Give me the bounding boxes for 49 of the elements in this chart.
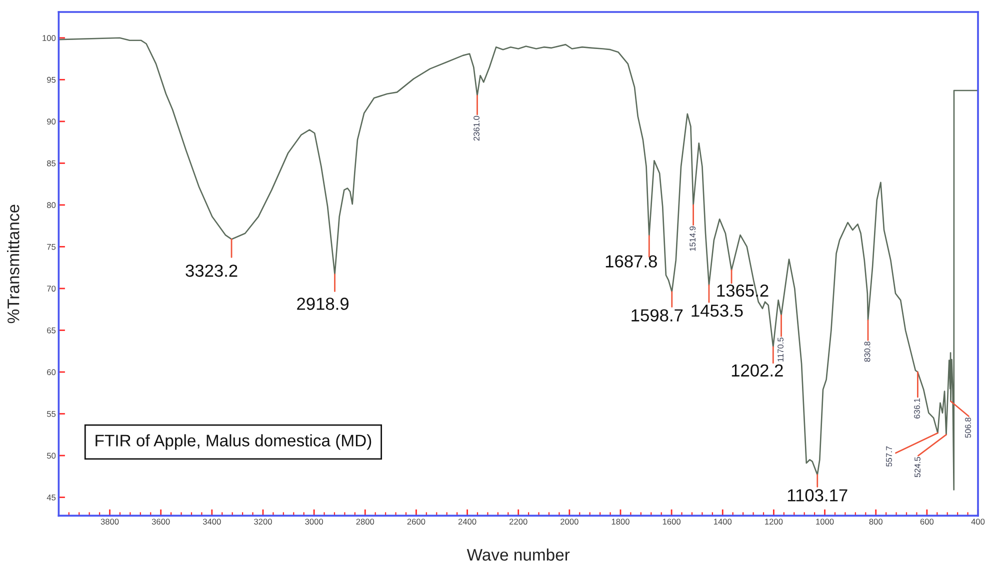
annotation: 1598.7 <box>632 309 683 322</box>
x-tick-label: 3800 <box>100 518 119 525</box>
annotation: 636.1 <box>914 398 920 418</box>
x-tick-label: 800 <box>869 518 882 525</box>
annotation: 2361.0 <box>474 116 480 141</box>
x-tick-label: 1000 <box>816 518 834 525</box>
x-tick-label: 2400 <box>458 518 476 525</box>
y-tick-label: 45 <box>46 494 56 500</box>
y-tick-label: 55 <box>46 411 56 417</box>
y-tick-label: 90 <box>47 118 56 125</box>
y-tick-label: 75 <box>47 244 56 250</box>
x-tick-label: 1200 <box>765 518 783 525</box>
annotation: 1514.9 <box>690 226 696 251</box>
annotation: 2918.9 <box>297 298 348 310</box>
y-tick-label: 70 <box>47 286 56 292</box>
annotation: 1103.17 <box>788 489 848 502</box>
y-tick-label: 80 <box>47 202 56 208</box>
x-tick-label: 3400 <box>202 518 221 525</box>
annotation: 557.7 <box>886 446 892 467</box>
y-tick-label: 50 <box>46 452 56 459</box>
annotation: 3323.2 <box>186 264 238 277</box>
x-axis-title: Wave number <box>466 548 570 561</box>
x-tick-label: 1600 <box>662 518 681 525</box>
x-tick-label: 1400 <box>714 518 732 525</box>
annotation: 1687.8 <box>606 255 657 268</box>
text: FTIR of Apple, Malus domestica (MD) <box>96 434 372 450</box>
x-tick-label: 600 <box>920 518 934 525</box>
x-tick-label: 2000 <box>560 518 578 525</box>
y-axis-title: %Transmittance <box>7 204 20 324</box>
y-tick-label: 95 <box>47 76 56 83</box>
x-tick-label: 1800 <box>612 518 630 525</box>
y-tick-label: 65 <box>47 327 56 334</box>
x-tick-label: 2800 <box>356 518 374 525</box>
y-tick-label: 100 <box>42 35 56 41</box>
annotation: 1202.2 <box>732 364 783 377</box>
annotation: 1170.5 <box>778 338 784 362</box>
x-tick-label: 3200 <box>254 518 272 525</box>
x-tick-label: 400 <box>971 518 985 525</box>
y-tick-label: 85 <box>47 160 56 166</box>
annotation: 830.8 <box>864 342 870 362</box>
x-tick-label: 3000 <box>305 518 324 525</box>
annotation: 506.8 <box>965 418 971 438</box>
x-tick-label: 3600 <box>152 518 170 525</box>
line-series <box>58 37 978 490</box>
annotation: 524.5 <box>914 457 920 478</box>
x-tick-label: 2200 <box>510 518 528 525</box>
y-tick-label: 60 <box>47 369 56 376</box>
annotation: 1453.5 <box>692 304 743 317</box>
x-tick-label: 2600 <box>407 518 426 525</box>
